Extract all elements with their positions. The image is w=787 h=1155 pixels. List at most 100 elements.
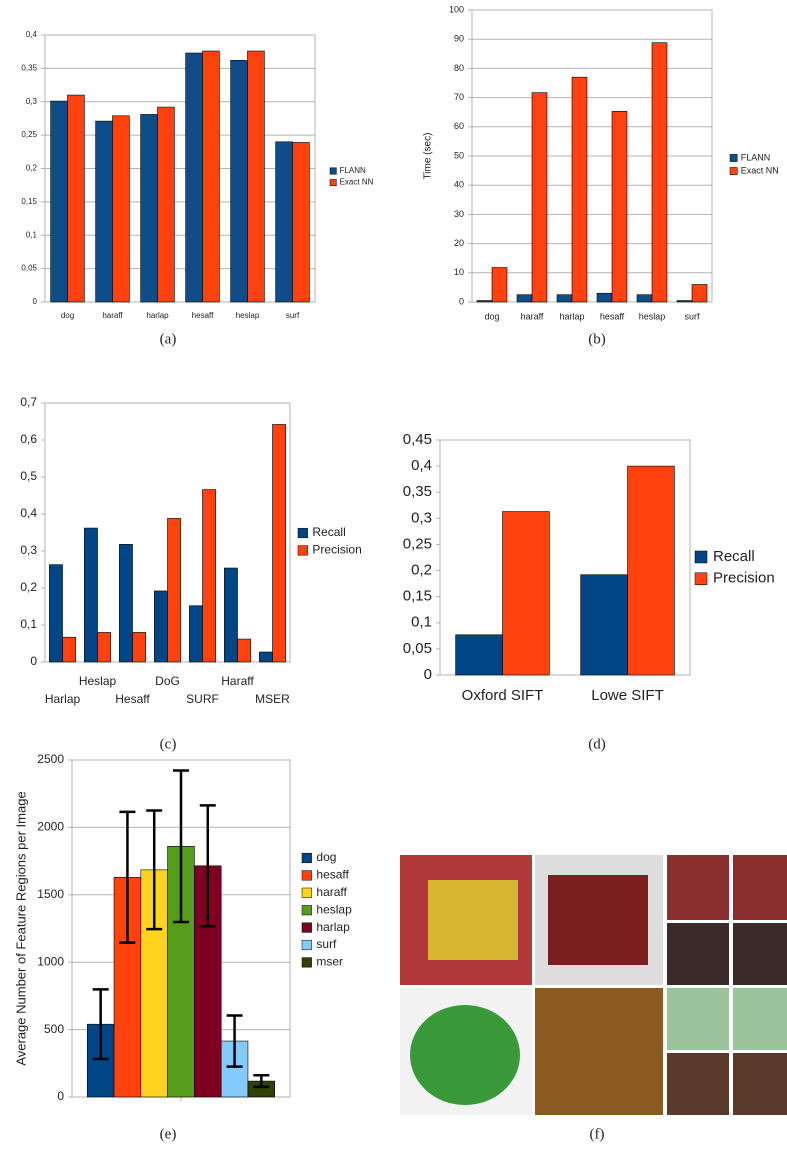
bar: [98, 632, 111, 662]
x-tick-label: Haraff: [221, 674, 254, 688]
bar: [456, 635, 503, 675]
bar: [628, 466, 675, 675]
y-tick-label: 10: [454, 267, 464, 277]
bar: [572, 77, 587, 302]
bar: [186, 53, 203, 302]
bar: [168, 518, 181, 662]
y-tick-label: 50: [454, 150, 464, 160]
y-tick-label: 0,3: [26, 97, 38, 106]
x-tick-label: Lowe SIFT: [591, 687, 664, 704]
bar: [259, 652, 272, 662]
photo: [667, 988, 729, 1050]
legend-swatch: [695, 573, 707, 585]
bar: [276, 142, 293, 302]
bar: [63, 637, 76, 662]
bar: [119, 544, 132, 662]
y-tick-label: 90: [454, 34, 464, 44]
x-tick-label: Harlap: [45, 692, 81, 706]
panel-caption: (e): [160, 1126, 177, 1142]
y-tick-label: 0,4: [20, 506, 37, 520]
photo: [410, 1005, 520, 1105]
legend-swatch: [298, 528, 308, 538]
bar: [203, 490, 216, 662]
legend-label: Recall: [713, 548, 755, 565]
y-tick-label: 0,15: [21, 197, 37, 206]
bar: [692, 284, 707, 302]
y-tick-label: 0: [424, 666, 432, 683]
panel-caption: (d): [588, 736, 606, 752]
y-tick-label: 0,1: [20, 617, 37, 631]
x-tick-label: MSER: [255, 692, 290, 706]
bar: [581, 575, 628, 675]
x-tick-label: harlap: [146, 311, 169, 320]
y-tick-label: 0,3: [411, 509, 432, 526]
legend-label: Exact NN: [741, 165, 779, 175]
legend-label: Precision: [713, 570, 775, 587]
figure: 00,050,10,150,20,250,30,350,4dogharaffha…: [0, 0, 787, 1155]
photo: [733, 988, 787, 1050]
bar: [557, 295, 572, 302]
y-tick-label: 0: [459, 296, 464, 306]
y-tick-label: 0,7: [20, 395, 37, 409]
y-tick-label: 0,35: [21, 63, 37, 72]
photo: [733, 923, 787, 985]
y-tick-label: 0,05: [21, 264, 37, 273]
legend-swatch: [302, 853, 312, 863]
y-tick-label: 1000: [37, 954, 64, 968]
legend-swatch: [730, 154, 737, 161]
photo: [428, 880, 518, 960]
bar: [637, 295, 652, 302]
bar: [612, 111, 627, 302]
y-tick-label: 60: [454, 121, 464, 131]
y-tick-label: 0,45: [403, 431, 432, 448]
y-tick-label: 0,35: [403, 483, 432, 500]
legend-label: hesaff: [316, 868, 349, 882]
y-tick-label: 0,6: [20, 432, 37, 446]
bar: [96, 121, 113, 302]
x-tick-label: surf: [684, 311, 700, 321]
bar: [154, 591, 167, 662]
y-tick-label: 30: [454, 209, 464, 219]
y-tick-label: 70: [454, 92, 464, 102]
legend-swatch: [302, 888, 312, 898]
photo: [733, 1053, 787, 1115]
bar: [158, 107, 175, 302]
y-axis-label: Average Number of Feature Regions per Im…: [13, 791, 28, 1065]
x-tick-label: DoG: [155, 674, 180, 688]
y-tick-label: 0,2: [411, 562, 432, 579]
bar: [231, 60, 248, 302]
y-tick-label: 0,2: [26, 164, 38, 173]
panel-caption: (c): [160, 736, 177, 752]
y-tick-label: 80: [454, 63, 464, 73]
legend-swatch: [302, 871, 312, 881]
bar: [51, 101, 68, 302]
y-tick-label: 0,15: [403, 588, 432, 605]
y-tick-label: 0,5: [20, 469, 37, 483]
y-axis-label: Time (sec): [423, 133, 434, 180]
x-tick-label: dog: [484, 311, 499, 321]
y-tick-label: 0: [33, 297, 38, 306]
legend-label: haraff: [316, 885, 347, 899]
panel-caption: (a): [160, 331, 177, 347]
legend-swatch: [302, 923, 312, 933]
y-tick-label: 0,3: [20, 543, 37, 557]
y-tick-label: 0,1: [26, 230, 38, 239]
bar: [477, 301, 492, 302]
legend-swatch: [302, 905, 312, 915]
legend-swatch: [695, 551, 707, 563]
bar: [293, 142, 310, 302]
x-tick-label: hesaff: [192, 311, 214, 320]
photo: [667, 923, 729, 985]
bar: [532, 93, 547, 302]
bar: [133, 632, 146, 662]
x-tick-label: haraff: [102, 311, 123, 320]
y-tick-label: 0,1: [411, 614, 432, 631]
legend-label: Exact NN: [340, 178, 374, 187]
bar: [597, 293, 612, 302]
bar: [503, 512, 550, 675]
x-tick-label: Heslap: [79, 674, 117, 688]
y-tick-label: 1500: [37, 887, 64, 901]
legend-swatch: [330, 168, 336, 174]
bar: [273, 424, 286, 662]
bar: [652, 43, 667, 302]
